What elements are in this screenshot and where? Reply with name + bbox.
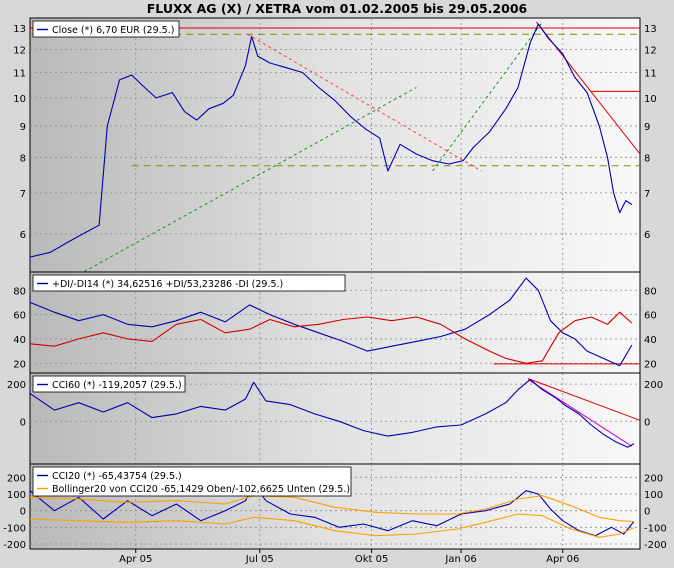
series-line xyxy=(29,513,635,538)
y-tick-label-left: 40 xyxy=(13,335,26,346)
y-tick-label-right: 100 xyxy=(644,490,663,501)
x-tick-label: Apr 05 xyxy=(119,554,152,565)
legend-text: +DI/-DI14 (*) 34,62516 +DI/53,23286 -DI … xyxy=(52,279,283,290)
dmi-series xyxy=(29,277,633,367)
y-tick-label-left: 10 xyxy=(13,94,26,105)
chart-title: FLUXX AG (X) / XETRA vom 01.02.2005 bis … xyxy=(147,1,528,16)
y-tick-label-right: -200 xyxy=(644,540,667,551)
y-tick-label-left: 8 xyxy=(20,153,26,164)
panel-cci60: 0 0 200 200 CCI60 (*) -119,2057 (29.5.) xyxy=(7,372,663,465)
y-tick-label-left: 0 xyxy=(20,417,26,428)
y-tick-label-right: 200 xyxy=(644,473,663,484)
legend-box xyxy=(32,274,346,292)
y-tick-label-right: 8 xyxy=(644,153,650,164)
y-tick-label-left: -100 xyxy=(3,523,26,534)
y-tick-label-right: 20 xyxy=(644,359,657,370)
price-plot-area xyxy=(29,17,641,273)
trend-line xyxy=(432,21,543,172)
series-line xyxy=(29,483,635,537)
trend-line xyxy=(527,378,641,421)
dmi-y-ticks: 20 20 40 40 60 60 80 80 xyxy=(13,286,656,370)
y-tick-label-right: 40 xyxy=(644,335,657,346)
panel-cci20: -200 -200 -100 -100 0 0 100 100 200 200 CCI20 (*)… xyxy=(3,463,667,551)
trend-line xyxy=(527,379,633,447)
cci60-series xyxy=(29,378,635,448)
y-tick-label-left: 100 xyxy=(7,490,26,501)
series-line xyxy=(29,378,635,448)
y-tick-label-left: 12 xyxy=(13,45,26,56)
trend-line xyxy=(78,87,417,276)
y-tick-label-right: 0 xyxy=(644,417,650,428)
legend-text: Bollinger20 von CCI20 -65,1429 Oben/-102… xyxy=(52,484,350,495)
y-tick-label-left: 200 xyxy=(7,380,26,391)
price-legend: Close (*) 6,70 EUR (29.5.) xyxy=(32,20,180,38)
panel-dmi: 20 20 40 40 60 60 80 80 +DI/-DI14 (*) 34,62516 … xyxy=(13,271,657,374)
y-tick-label-left: 80 xyxy=(13,286,26,297)
y-tick-label-left: 7 xyxy=(20,189,26,200)
price-y-ticks: 6 6 7 7 8 8 9 9 10 10 11 11 12 12 13 13 xyxy=(13,24,656,241)
x-axis: Apr 05 Jul 05 Okt 05 Jan 06 Apr 06 xyxy=(119,549,579,565)
cci60-legend: CCI60 (*) -119,2057 (29.5.) xyxy=(32,375,186,393)
y-tick-label-right: 13 xyxy=(644,24,657,35)
y-tick-label-right: 6 xyxy=(644,230,650,241)
series-line xyxy=(29,495,634,523)
x-tick-label: Apr 06 xyxy=(546,554,579,565)
legend-box xyxy=(32,466,352,497)
y-tick-label-left: 0 xyxy=(20,507,26,518)
legend-text: CCI20 (*) -65,43754 (29.5.) xyxy=(52,471,182,482)
price-series xyxy=(29,23,633,258)
cci60-y-ticks: 0 0 200 200 xyxy=(7,380,663,428)
series-line xyxy=(29,277,633,367)
series-line xyxy=(29,23,633,258)
panel-price: 6 6 7 7 8 8 9 9 10 10 11 11 12 12 13 13 Close (*) 6,70 … xyxy=(13,17,657,276)
x-tick-label: Jul 05 xyxy=(245,554,274,565)
dmi-legend: +DI/-DI14 (*) 34,62516 +DI/53,23286 -DI … xyxy=(32,274,346,292)
legend-text: CCI60 (*) -119,2057 (29.5.) xyxy=(52,380,182,391)
price-gridlines xyxy=(30,18,640,272)
y-tick-label-left: 9 xyxy=(20,122,26,133)
y-tick-label-left: 60 xyxy=(13,311,26,322)
y-tick-label-right: 9 xyxy=(644,122,650,133)
y-tick-label-right: 200 xyxy=(644,380,663,391)
y-tick-label-left: -200 xyxy=(3,540,26,551)
cci60-annotations xyxy=(527,378,641,447)
y-tick-label-left: 20 xyxy=(13,359,26,370)
y-tick-label-left: 6 xyxy=(20,230,26,241)
legend-text: Close (*) 6,70 EUR (29.5.) xyxy=(52,25,174,36)
cci20-series xyxy=(29,483,635,538)
y-tick-label-right: 80 xyxy=(644,286,657,297)
y-tick-label-left: 11 xyxy=(13,69,26,80)
y-tick-label-right: 0 xyxy=(644,507,650,518)
x-tick-label: Okt 05 xyxy=(355,554,389,565)
y-tick-label-right: 11 xyxy=(644,69,657,80)
y-tick-label-right: 12 xyxy=(644,45,657,56)
series-line xyxy=(29,311,633,364)
y-tick-label-left: 13 xyxy=(13,24,26,35)
cci20-legend: CCI20 (*) -65,43754 (29.5.) Bollinger20 v… xyxy=(32,466,352,497)
y-tick-label-right: 7 xyxy=(644,189,650,200)
y-tick-label-right: 60 xyxy=(644,311,657,322)
y-tick-label-right: -100 xyxy=(644,523,667,534)
legend-box xyxy=(32,375,186,393)
x-tick-label: Jan 06 xyxy=(444,554,476,565)
legend-box xyxy=(32,20,180,38)
cci20-y-ticks: -200 -200 -100 -100 0 0 100 100 200 200 xyxy=(3,473,666,551)
y-tick-label-right: 10 xyxy=(644,94,657,105)
y-tick-label-left: 200 xyxy=(7,473,26,484)
